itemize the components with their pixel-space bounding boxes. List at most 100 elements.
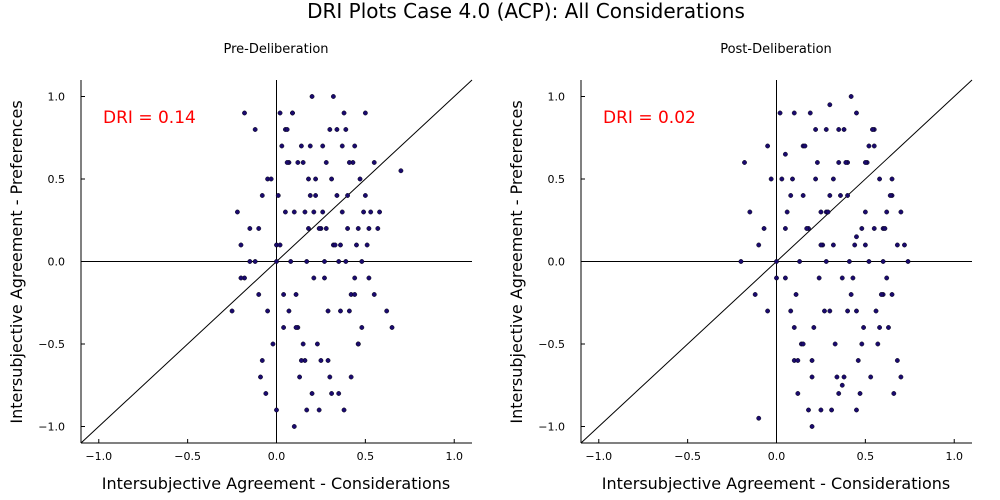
post-deliberation-point [850, 275, 856, 281]
post-deliberation-point [854, 308, 859, 314]
post-deliberation-point [802, 143, 808, 149]
pre-deliberation-point [229, 308, 235, 314]
pre-deliberation-point [279, 143, 285, 149]
post-deliberation-point [818, 209, 824, 215]
post-deliberation-xtick-label: −1.0 [585, 450, 612, 463]
pre-deliberation-ytick-label: −1.0 [38, 421, 65, 434]
post-deliberation-ytick-label: 0.5 [548, 173, 566, 186]
post-deliberation-point [870, 127, 875, 132]
pre-deliberation-point [238, 242, 244, 248]
pre-deliberation-point [352, 143, 358, 149]
pre-deliberation-point [277, 110, 283, 116]
post-deliberation-point [886, 325, 891, 330]
pre-deliberation-point [322, 275, 327, 281]
pre-deliberation-point [265, 308, 271, 314]
post-deliberation-point [845, 193, 850, 198]
post-deliberation-point [811, 325, 817, 330]
pre-deliberation-point [371, 160, 377, 165]
post-deliberation-point [854, 110, 859, 116]
pre-deliberation-point [332, 242, 338, 248]
post-deliberation-point [779, 176, 785, 182]
pre-deliberation-point [366, 275, 372, 281]
post-deliberation-ytick-label: 1.0 [548, 91, 566, 104]
post-deliberation-point [846, 259, 852, 264]
pre-deliberation-point [325, 358, 331, 363]
post-deliberation-point [862, 209, 868, 215]
post-deliberation-xtick-label: 0.0 [768, 450, 786, 463]
pre-deliberation-point [343, 127, 349, 132]
post-deliberation-point [814, 160, 820, 165]
post-deliberation-point [782, 226, 788, 231]
post-deliberation-point [752, 292, 758, 297]
post-deliberation-point [756, 242, 762, 248]
pre-deliberation-point [304, 259, 310, 264]
post-deliberation-point [765, 143, 771, 149]
pre-deliberation-point [362, 193, 368, 198]
post-deliberation-point [884, 275, 890, 281]
post-deliberation-point [809, 358, 815, 363]
pre-deliberation-point [234, 209, 240, 215]
post-deliberation-point [894, 242, 900, 248]
pre-deliberation-point [348, 374, 354, 380]
pre-deliberation-point [341, 110, 347, 116]
post-deliberation-point [774, 259, 779, 264]
pre-deliberation-point [252, 259, 258, 264]
pre-deliberation-point [270, 341, 276, 347]
post-deliberation-point [804, 226, 810, 231]
pre-deliberation-point [316, 226, 322, 231]
post-deliberation-ytick-label: −1.0 [538, 421, 565, 434]
post-deliberation-point [813, 176, 818, 182]
pre-deliberation-point [277, 242, 283, 248]
post-deliberation-point [742, 160, 747, 165]
pre-deliberation-point [306, 176, 311, 182]
pre-deliberation-point [375, 226, 381, 231]
pre-deliberation-point [336, 391, 342, 396]
post-deliberation-point [800, 193, 806, 198]
pre-deliberation-point [320, 143, 326, 149]
pre-deliberation-point [316, 407, 322, 413]
pre-deliberation-point [327, 127, 333, 132]
pre-deliberation-point [258, 374, 263, 380]
post-deliberation-xlabel: Intersubjective Agreement - Consideratio… [602, 474, 950, 493]
post-deliberation-point [791, 325, 797, 330]
pre-deliberation-point [323, 160, 329, 165]
post-deliberation-point [877, 176, 882, 182]
pre-deliberation-point [311, 209, 317, 215]
pre-deliberation-point [368, 209, 374, 215]
post-deliberation-point [756, 415, 762, 421]
post-deliberation-point [845, 308, 850, 314]
pre-deliberation-point [346, 160, 352, 165]
pre-deliberation-point [320, 209, 326, 215]
pre-deliberation-point [330, 94, 336, 99]
post-deliberation-point [866, 259, 872, 264]
post-deliberation-xtick-label: −0.5 [674, 450, 701, 463]
post-deliberation-point [797, 259, 803, 264]
pre-deliberation-point [334, 193, 340, 198]
post-deliberation-panel: Post-Deliberation Intersubjective Agreem… [507, 42, 973, 493]
pre-deliberation-dri: DRI = 0.14 [103, 108, 196, 128]
post-deliberation-point [782, 151, 788, 157]
pre-deliberation-point [329, 391, 334, 396]
pre-deliberation-point [314, 341, 320, 347]
post-deliberation-yticks: −1.0 −0.5 0.0 0.5 1.0 [538, 91, 585, 434]
post-deliberation-point [882, 226, 888, 231]
post-deliberation-point [806, 407, 811, 413]
pre-deliberation-point [339, 209, 345, 215]
pre-deliberation-point [366, 226, 372, 231]
pre-deliberation-point [346, 308, 352, 314]
pre-deliberation-point [275, 193, 281, 198]
post-deliberation-point [765, 308, 771, 314]
post-deliberation-point [839, 382, 845, 388]
pre-deliberation-point [389, 325, 395, 330]
pre-deliberation-point [293, 292, 299, 297]
pre-deliberation-point [334, 127, 340, 132]
post-deliberation-point [862, 242, 868, 248]
post-deliberation-point [738, 259, 744, 264]
figure-title: DRI Plots Case 4.0 (ACP): All Considerat… [307, 0, 745, 23]
pre-deliberation-point [339, 143, 345, 149]
post-deliberation-point [793, 292, 799, 297]
pre-deliberation-point [298, 143, 304, 149]
pre-deliberation-point [307, 143, 313, 149]
post-deliberation-point [832, 341, 838, 347]
